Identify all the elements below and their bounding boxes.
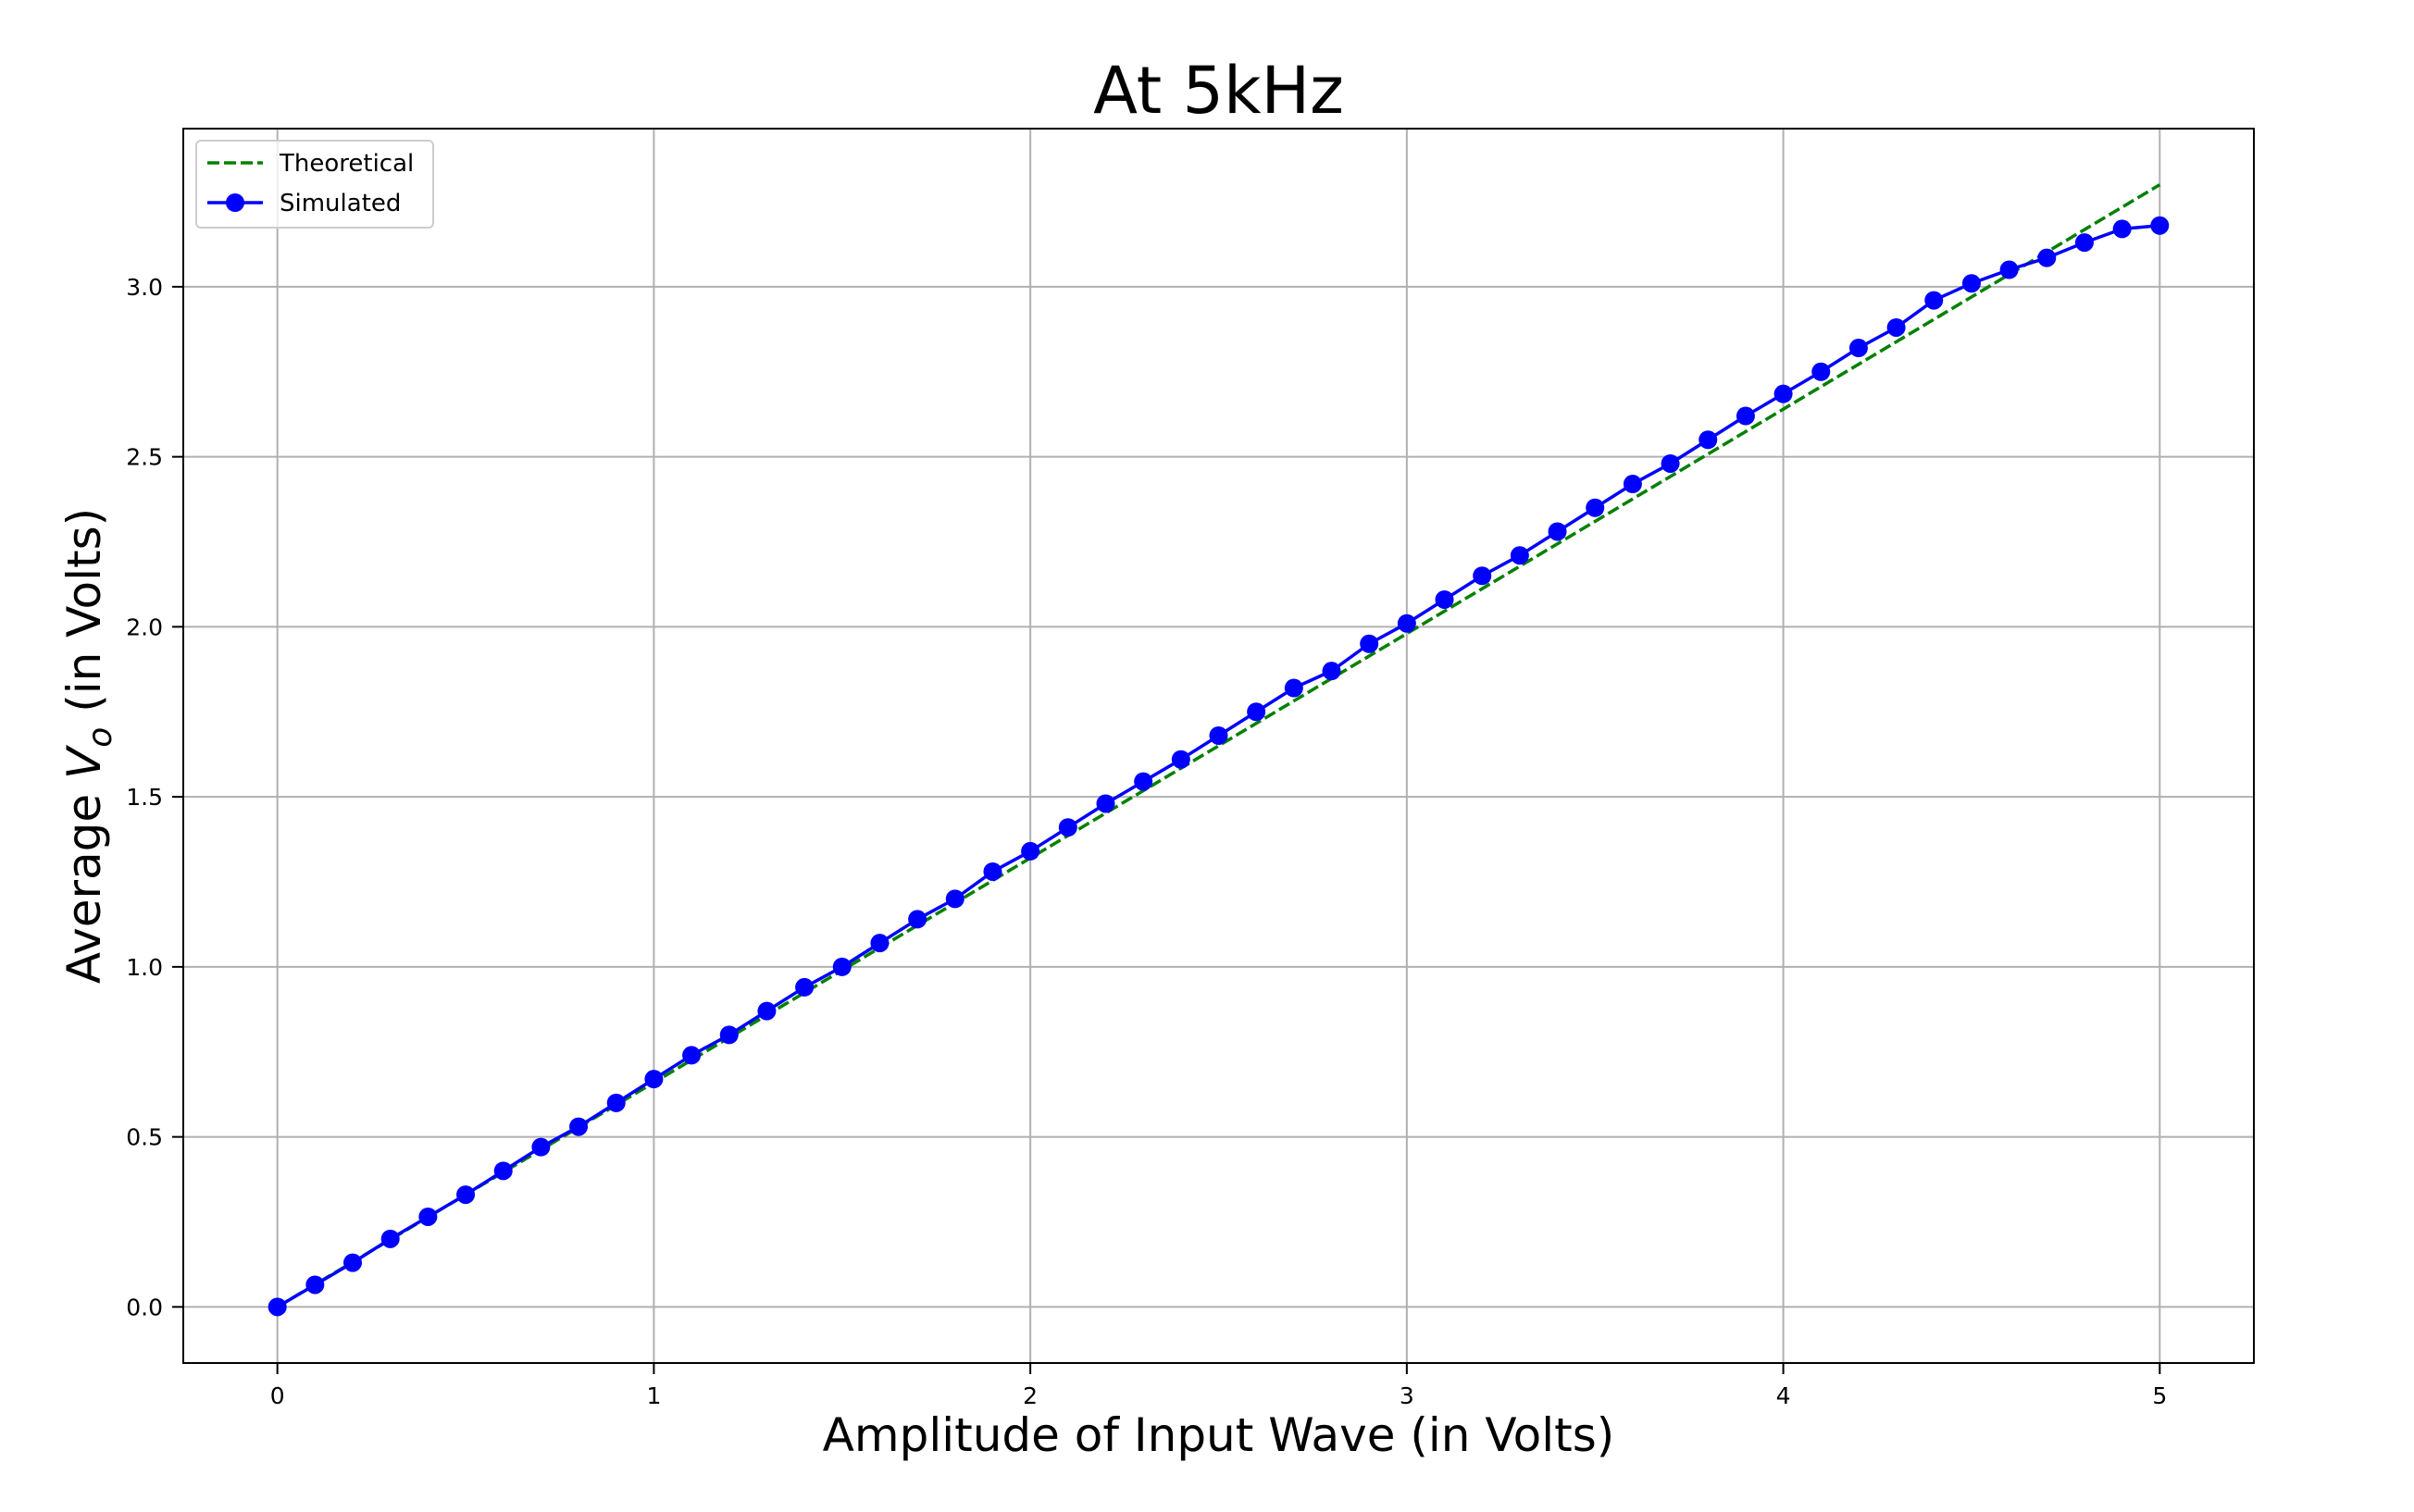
data-point-simulated <box>1096 794 1115 813</box>
data-point-simulated <box>2074 233 2094 253</box>
data-point-simulated <box>1886 317 1906 337</box>
y-tick-label: 2.0 <box>126 613 163 640</box>
data-point-simulated <box>1736 406 1755 426</box>
y-tick-label: 2.5 <box>126 444 163 471</box>
data-point-simulated <box>945 889 964 909</box>
data-point-simulated <box>1134 772 1153 791</box>
data-point-simulated <box>1473 566 1492 586</box>
data-point-simulated <box>456 1185 476 1205</box>
data-point-simulated <box>1284 678 1303 698</box>
data-point-simulated <box>1773 384 1793 403</box>
data-point-simulated <box>2112 219 2132 239</box>
x-tick-label: 0 <box>270 1382 285 1409</box>
y-axis-title-subscript: o <box>81 727 119 748</box>
data-point-simulated <box>2037 248 2057 267</box>
data-point-simulated <box>493 1161 513 1181</box>
data-point-simulated <box>2150 216 2170 235</box>
data-point-simulated <box>719 1025 739 1045</box>
y-axis-title-prefix: Average <box>57 779 111 984</box>
data-point-simulated <box>1848 339 1868 358</box>
x-tick-label: 1 <box>646 1382 661 1409</box>
legend-box <box>195 140 434 229</box>
ticks: 0 1 2 3 4 5 0.0 0.5 1.0 1.5 2.0 2.5 3.0 <box>126 274 2167 1409</box>
data-point-simulated <box>644 1070 664 1089</box>
series-layer <box>268 183 2170 1317</box>
y-tick-label: 1.0 <box>126 954 163 981</box>
y-tick-label: 1.5 <box>126 784 163 811</box>
legend-label-simulated: Simulated <box>280 190 401 217</box>
data-point-simulated <box>908 910 927 929</box>
x-tick-label: 5 <box>2152 1382 2167 1409</box>
legend-label-theoretical: Theoretical <box>279 150 414 178</box>
data-point-simulated <box>418 1207 438 1226</box>
chart-title: At 5kHz <box>1093 53 1344 129</box>
data-point-simulated <box>1999 260 2019 279</box>
series-line-theoretical <box>276 183 2161 1308</box>
data-point-simulated <box>682 1046 702 1065</box>
plot-frame <box>182 128 2255 1364</box>
legend: Theoretical Simulated <box>195 140 434 229</box>
data-point-simulated <box>268 1297 287 1317</box>
data-point-simulated <box>1661 453 1680 473</box>
data-point-simulated <box>1510 546 1529 565</box>
data-point-simulated <box>569 1117 589 1136</box>
y-tick-label: 0.5 <box>126 1124 163 1151</box>
data-point-simulated <box>832 957 852 976</box>
data-point-simulated <box>1924 291 1944 310</box>
grid <box>183 129 2254 1363</box>
data-point-simulated <box>1435 589 1454 609</box>
legend-swatch-simulated-marker <box>226 193 244 212</box>
x-tick-label: 2 <box>1023 1382 1038 1409</box>
data-point-simulated <box>1811 362 1831 381</box>
data-point-simulated <box>1586 498 1605 517</box>
data-point-simulated <box>305 1275 325 1295</box>
x-tick-label: 3 <box>1400 1382 1414 1409</box>
y-axis-title: Average Vo (in Volts) <box>57 508 119 984</box>
y-axis-title-suffix: (in Volts) <box>57 508 111 727</box>
data-point-simulated <box>1171 750 1190 769</box>
data-point-simulated <box>1247 702 1266 722</box>
x-tick-label: 4 <box>1776 1382 1791 1409</box>
data-point-simulated <box>1397 613 1416 633</box>
data-point-simulated <box>606 1093 626 1112</box>
data-point-simulated <box>531 1137 551 1157</box>
y-axis-title-variable: V <box>57 744 111 779</box>
y-tick-label: 0.0 <box>126 1294 163 1320</box>
data-point-simulated <box>1623 475 1642 494</box>
data-point-simulated <box>1209 725 1228 745</box>
data-point-simulated <box>757 1001 777 1021</box>
data-point-simulated <box>870 934 890 953</box>
data-point-simulated <box>1548 522 1567 541</box>
y-tick-label: 3.0 <box>126 274 163 301</box>
data-point-simulated <box>1058 818 1077 837</box>
data-point-simulated <box>983 861 1002 881</box>
data-point-simulated <box>1961 274 1981 293</box>
data-point-simulated <box>795 977 815 997</box>
data-point-simulated <box>343 1253 363 1272</box>
data-point-simulated <box>1699 430 1718 450</box>
data-point-simulated <box>380 1229 400 1248</box>
data-point-simulated <box>1021 841 1040 861</box>
data-point-simulated <box>1360 634 1379 653</box>
data-point-simulated <box>1322 662 1341 681</box>
x-axis-title: Amplitude of Input Wave (in Volts) <box>823 1408 1615 1462</box>
